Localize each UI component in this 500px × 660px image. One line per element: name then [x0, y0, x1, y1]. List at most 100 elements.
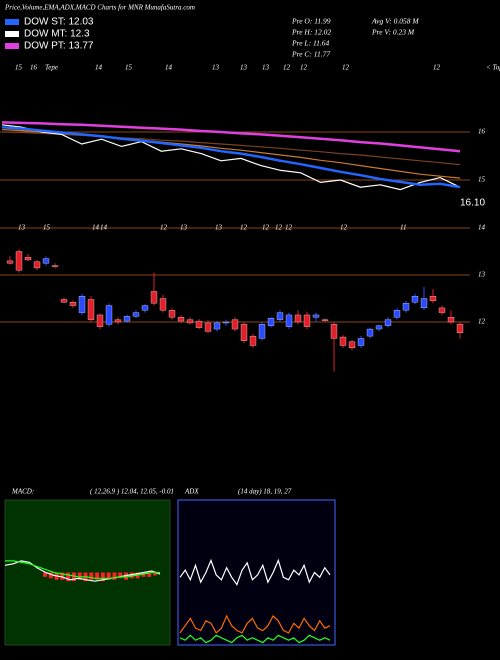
- date-label: 14: [95, 64, 103, 72]
- candle-body: [96, 314, 104, 327]
- date-label: 12: [300, 64, 308, 72]
- info-text: Pre V: 0.23 M: [371, 28, 415, 37]
- y-tick-label: 15: [478, 176, 486, 184]
- candle-body: [204, 322, 212, 332]
- candle-body: [78, 296, 86, 313]
- histogram-bar: [95, 572, 100, 580]
- candle-body: [321, 319, 329, 321]
- candle-body: [6, 260, 14, 264]
- date-label: 13: [215, 224, 223, 232]
- date-label: 12: [283, 64, 291, 72]
- candle-body: [384, 319, 392, 326]
- histogram-bar: [118, 572, 123, 579]
- histogram-bar: [77, 572, 82, 580]
- histogram-bar: [60, 572, 65, 580]
- date-label: < Tope: [486, 64, 500, 72]
- date-label: 13: [18, 224, 26, 232]
- candle-body: [420, 298, 428, 309]
- candle-body: [285, 314, 293, 327]
- candle-body: [240, 324, 248, 341]
- candle-body: [132, 312, 140, 317]
- histogram-bar: [147, 572, 152, 577]
- series-line: [1, 124, 461, 191]
- candle-body: [231, 319, 239, 330]
- annotation: 16.10: [460, 198, 485, 209]
- info-text: Pre L: 11.64: [291, 39, 330, 48]
- date-label: 12: [342, 64, 350, 72]
- candle-body: [366, 328, 374, 337]
- candle-body: [267, 318, 275, 326]
- candle-body: [258, 324, 266, 339]
- panel-subtitle: (14 day) 18, 19, 27: [238, 488, 292, 496]
- date-label: 12: [262, 224, 270, 232]
- candle-body: [303, 314, 311, 327]
- y-tick-label: 16: [478, 128, 486, 136]
- candle-body: [393, 310, 401, 318]
- date-label: 15: [43, 224, 51, 232]
- date-label: 13: [240, 64, 248, 72]
- candle-body: [69, 302, 77, 306]
- candle-body: [213, 322, 221, 330]
- candle-body: [330, 324, 338, 339]
- date-label: 13: [180, 224, 188, 232]
- info-text: Pre C: 11.77: [291, 50, 330, 59]
- info-text: Pre O: 11.99: [291, 17, 331, 26]
- candle-body: [195, 320, 203, 328]
- y-tick-label: 12: [478, 318, 486, 326]
- date-label: Tepe: [45, 64, 58, 72]
- histogram-bar: [89, 572, 94, 580]
- series-line: [5, 560, 160, 579]
- date-label: 12: [433, 64, 441, 72]
- candle-body: [141, 305, 149, 311]
- date-label: 15: [125, 64, 133, 72]
- info-text: Avg V: 0.058 M: [371, 17, 419, 26]
- histogram-bar: [66, 572, 71, 582]
- candle-body: [159, 298, 167, 311]
- histogram-bar: [112, 572, 117, 580]
- info-text: Pre H: 12.02: [291, 28, 331, 37]
- candle-body: [168, 310, 176, 318]
- candle-body: [456, 324, 464, 333]
- legend-swatch: [5, 31, 19, 37]
- candle-body: [411, 296, 419, 303]
- date-label: 11: [400, 224, 406, 232]
- candle-body: [402, 303, 410, 311]
- series-line: [1, 129, 461, 179]
- histogram-bar: [129, 572, 134, 579]
- histogram-bar: [141, 572, 146, 577]
- legend-label: DOW PT: 13.77: [24, 41, 94, 52]
- candle-body: [105, 305, 113, 325]
- histogram-bar: [43, 572, 47, 577]
- candle-body: [15, 251, 23, 271]
- histogram-bar: [106, 572, 111, 580]
- y-tick-label: 13: [478, 271, 486, 279]
- histogram-bar: [71, 572, 76, 582]
- panel-subtitle: ( 12,26,9 ) 12.04, 12.05, -0.01: [90, 488, 174, 496]
- candle-body: [42, 258, 50, 264]
- legend-label: DOW MT: 12.3: [24, 29, 90, 40]
- histogram-bar: [48, 572, 53, 579]
- date-label: 12: [275, 224, 283, 232]
- candle-body: [177, 317, 185, 322]
- candle-body: [312, 314, 320, 318]
- candle-body: [222, 321, 230, 324]
- panel-title: ADX: [184, 488, 199, 496]
- series-line: [4, 560, 161, 582]
- candle-body: [249, 335, 257, 346]
- panel-background: [177, 499, 336, 646]
- series-line: [179, 558, 331, 586]
- date-label: 13: [262, 64, 270, 72]
- panel-title: MACD:: [11, 488, 34, 496]
- candle-body: [429, 296, 437, 302]
- candle-body: [150, 291, 158, 304]
- candle-body: [24, 256, 32, 261]
- series-line: [179, 634, 331, 644]
- histogram-bar: [100, 572, 105, 582]
- series-line: [1, 125, 461, 189]
- date-label: 12: [285, 224, 293, 232]
- legend-label: DOW ST: 12.03: [24, 17, 94, 28]
- legend-swatch: [5, 43, 19, 49]
- candle-body: [186, 319, 194, 324]
